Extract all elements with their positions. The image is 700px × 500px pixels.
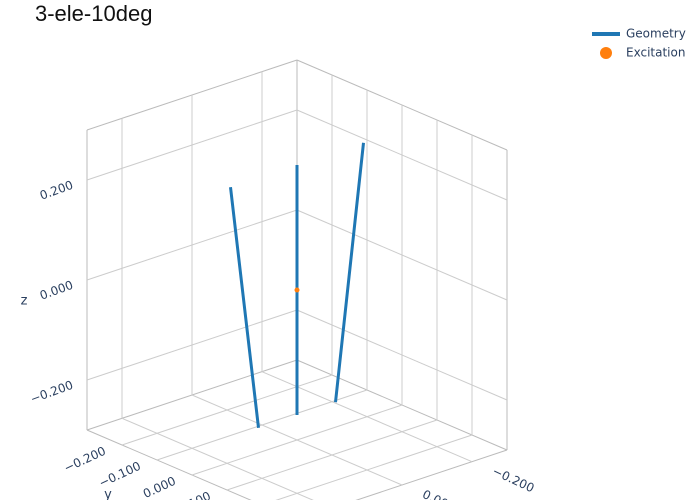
grid-line bbox=[191, 404, 403, 476]
x-tick-label: −0.200 bbox=[490, 464, 536, 495]
grid-line bbox=[296, 309, 508, 401]
y-tick-label: −0.100 bbox=[97, 459, 143, 490]
y-tick-label: −0.200 bbox=[62, 444, 108, 475]
legend-swatch bbox=[600, 47, 612, 59]
legend-label: Excitation bbox=[626, 46, 685, 60]
box-edge bbox=[355, 449, 508, 500]
grid-line bbox=[121, 374, 333, 446]
grid-line bbox=[275, 434, 473, 500]
grid-line bbox=[296, 109, 508, 201]
grid-line bbox=[86, 309, 298, 381]
grid-line bbox=[86, 209, 298, 281]
y-axis-title: y bbox=[104, 488, 112, 500]
y-tick-label: 0.100 bbox=[176, 489, 213, 500]
z-tick-label: 0.200 bbox=[38, 178, 75, 203]
y-tick-label: 0.000 bbox=[141, 474, 178, 500]
z-tick-label: 0.000 bbox=[38, 278, 75, 303]
z-axis-title: z bbox=[21, 294, 28, 309]
grid-line bbox=[156, 389, 368, 461]
grid-line bbox=[226, 419, 438, 491]
grid-line bbox=[86, 109, 298, 181]
geometry-line bbox=[229, 142, 365, 428]
z-tick-label: −0.200 bbox=[28, 378, 75, 406]
box-edge bbox=[86, 429, 252, 500]
marker bbox=[294, 287, 300, 293]
grid-line bbox=[296, 209, 508, 301]
chart-title: 3-ele-10deg bbox=[35, 1, 152, 26]
legend-label: Geometry bbox=[626, 27, 686, 41]
x-tick-label: 0.000 bbox=[420, 487, 457, 500]
